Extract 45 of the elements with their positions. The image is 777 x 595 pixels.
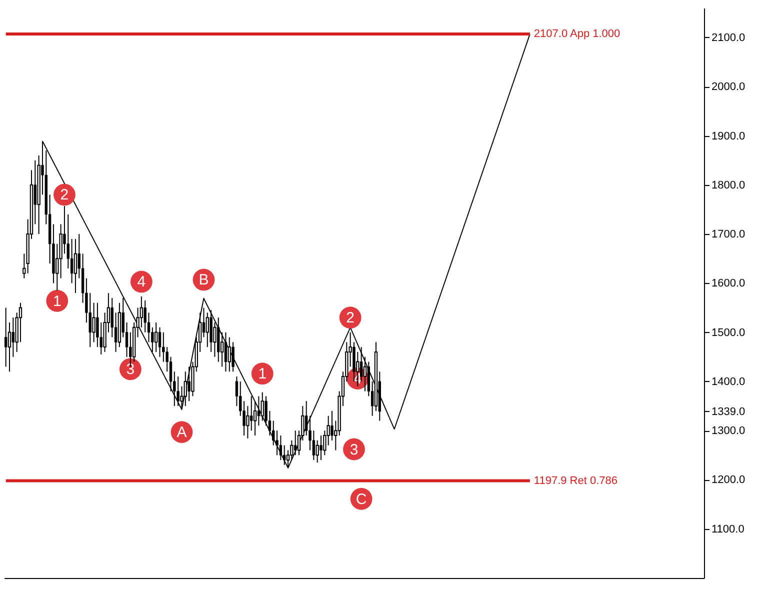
y-tick-label: 1600.0: [712, 278, 746, 290]
y-tick-label: 1500.0: [712, 326, 746, 339]
candlestick: [279, 435, 282, 461]
annotation: 2: [60, 186, 69, 204]
candlestick: [257, 396, 260, 426]
candlestick: [4, 307, 8, 368]
candlestick: [188, 366, 190, 402]
candlestick: [154, 322, 158, 352]
y-tick-label: 2100.0: [712, 32, 746, 44]
annotation: A: [176, 424, 187, 442]
annotation: C: [356, 490, 367, 508]
y-tick-label: 1300.0: [712, 425, 746, 438]
ref-line-label: 1197.9 Ret 0.786: [534, 474, 618, 487]
candlestick: [260, 392, 264, 422]
candlestick: [363, 356, 367, 392]
y-tick-label: 1400.0: [712, 376, 746, 388]
candlestick: [294, 430, 297, 456]
candlestick: [228, 336, 231, 372]
candlestick: [158, 326, 162, 358]
y-tick-label: 1700.0: [712, 228, 746, 241]
candlestick: [250, 396, 253, 432]
candlestick: [206, 312, 210, 348]
annotation: 3: [350, 441, 358, 458]
y-tick-label: 1339.0: [712, 406, 746, 418]
y-tick-label: 1200.0: [712, 474, 746, 486]
y-tick-label: 1100.0: [712, 523, 744, 536]
annotation: 1: [52, 292, 62, 310]
candlestick: [144, 300, 146, 333]
annotation: B: [198, 272, 209, 289]
candlestick: [74, 238, 78, 294]
candlestick: [12, 317, 15, 358]
y-tick-label: 2000.0: [712, 81, 746, 94]
y-tick-label: 1900.0: [712, 130, 746, 142]
candlestick: [224, 332, 228, 372]
ref-line-label: 2107.0 App 1.000: [534, 28, 620, 40]
annotation: 3: [126, 361, 135, 378]
candlestick: [283, 444, 286, 466]
candlestick: [70, 238, 74, 284]
candlestick: [312, 430, 316, 461]
candlestick: [320, 435, 322, 461]
y-tick-label: 1800.0: [712, 179, 746, 192]
annotation: 1: [258, 366, 267, 383]
annotation: 4: [137, 274, 146, 291]
candlestick: [316, 440, 319, 464]
annotation: 2: [346, 310, 355, 327]
